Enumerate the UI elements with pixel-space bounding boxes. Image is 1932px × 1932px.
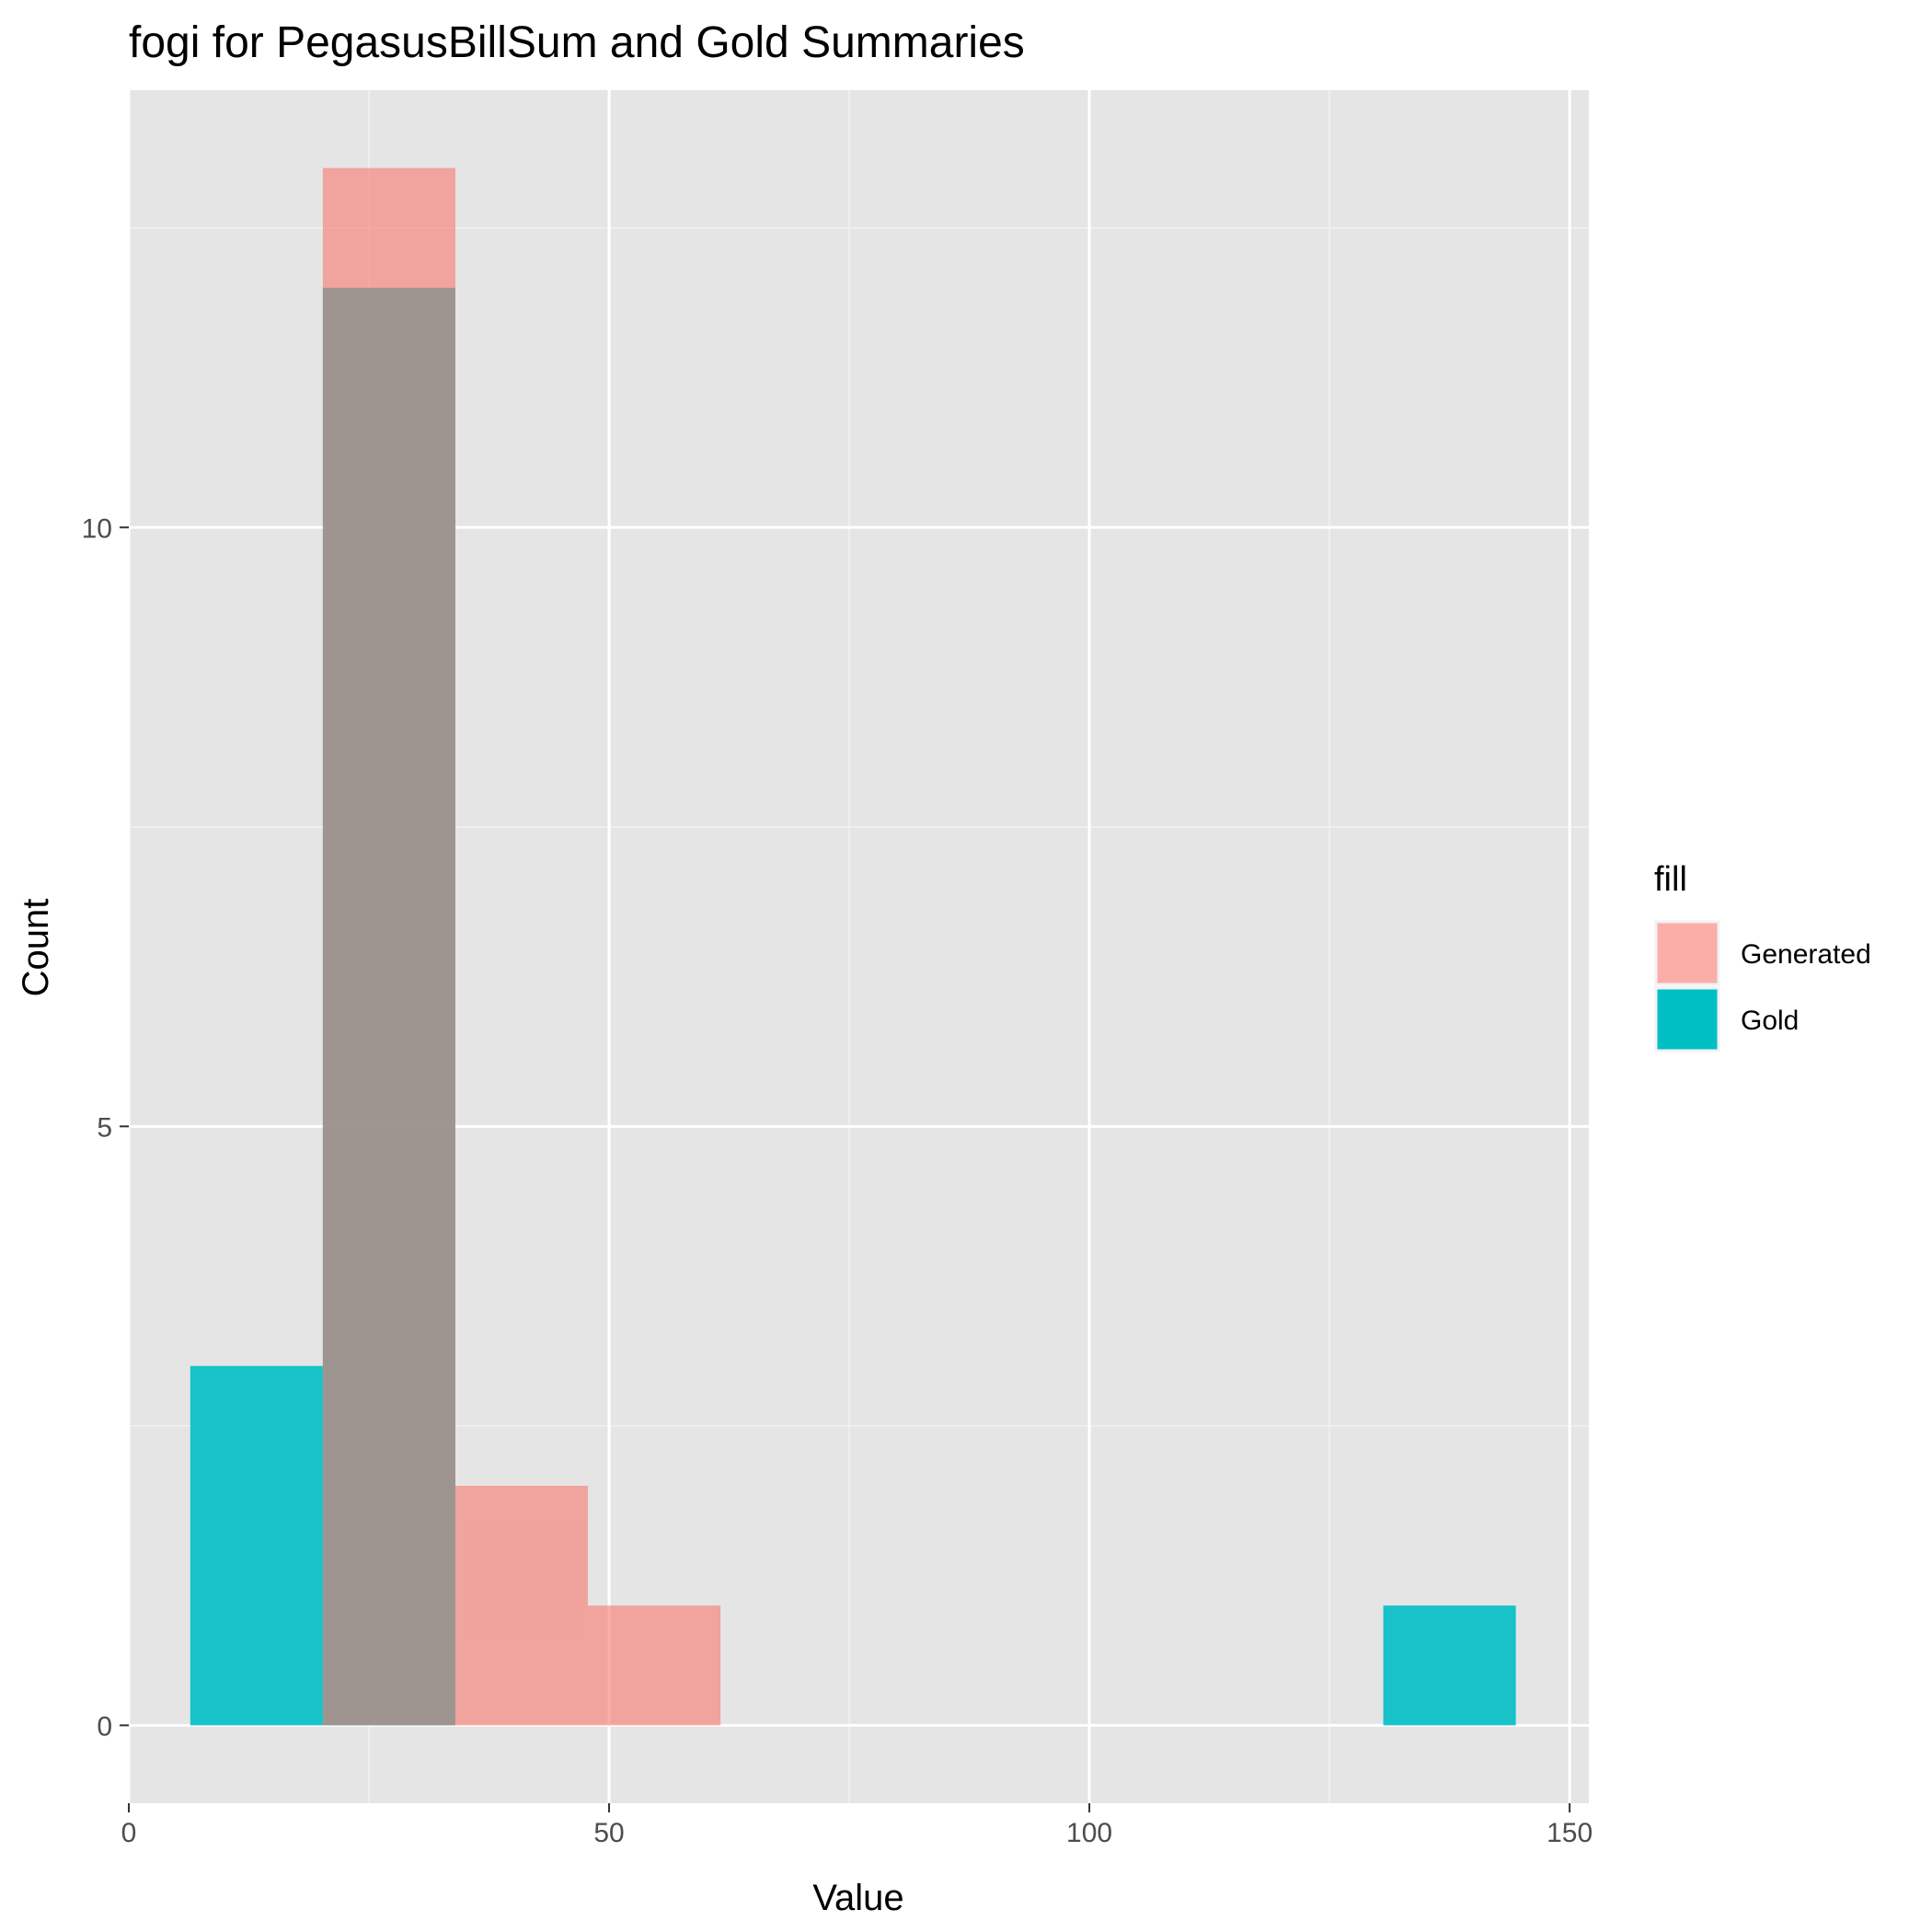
bar-gold-0 bbox=[190, 1365, 323, 1726]
y-tick-label: 0 bbox=[97, 1711, 112, 1742]
chart-title: fogi for PegasusBillSum and Gold Summari… bbox=[129, 18, 1025, 67]
legend-label-generated: Generated bbox=[1741, 939, 1871, 970]
bar-generated-0 bbox=[322, 167, 455, 1726]
bar-generated-1 bbox=[454, 1485, 589, 1726]
x-axis: 0 50 100 150 bbox=[121, 1803, 1593, 1848]
legend: fill Generated Gold bbox=[1654, 860, 1871, 1052]
x-axis-title: Value bbox=[812, 1878, 903, 1918]
bar-gold-2 bbox=[1383, 1605, 1516, 1726]
y-tick-label: 5 bbox=[97, 1112, 112, 1143]
x-tick-label: 150 bbox=[1547, 1818, 1593, 1848]
legend-title: fill bbox=[1654, 860, 1687, 899]
x-tick-label: 100 bbox=[1066, 1818, 1112, 1848]
y-tick-label: 10 bbox=[82, 513, 112, 544]
legend-key-generated bbox=[1654, 920, 1720, 986]
x-tick-label: 0 bbox=[121, 1818, 137, 1848]
legend-key-gold bbox=[1654, 986, 1720, 1052]
x-tick-label: 50 bbox=[593, 1818, 624, 1848]
bar-generated-2 bbox=[588, 1605, 721, 1726]
y-axis: 0 5 10 bbox=[82, 513, 129, 1742]
histogram-bars bbox=[190, 167, 1516, 1726]
legend-label-gold: Gold bbox=[1741, 1006, 1799, 1036]
y-axis-title: Count bbox=[16, 899, 56, 997]
